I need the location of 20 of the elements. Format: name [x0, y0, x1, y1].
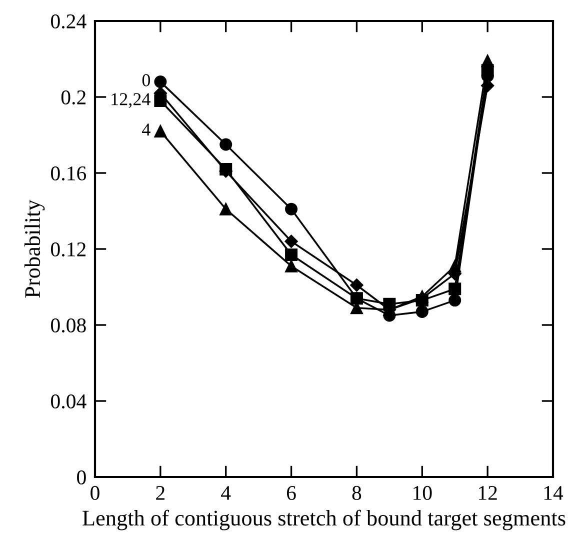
y-tick-label: 0.08 — [51, 318, 86, 333]
x-tick-label: 4 — [221, 486, 231, 500]
y-tick-label: 0.12 — [51, 242, 86, 257]
series-label: 4 — [142, 124, 150, 136]
x-tick-label: 10 — [414, 486, 432, 500]
x-tick-label: 14 — [544, 486, 564, 500]
x-axis-title: Length of contiguous stretch of bound target segments — [82, 510, 566, 530]
x-tick-label: 12 — [478, 486, 497, 500]
series-label: 0 — [142, 74, 150, 86]
series-label: 12,24 — [112, 93, 150, 108]
y-tick-label: 0.16 — [51, 166, 86, 181]
x-tick-label: 6 — [286, 486, 296, 500]
x-tick-label: 0 — [90, 486, 100, 500]
x-tick-label: 8 — [352, 486, 362, 500]
y-tick-label: 0.2 — [61, 90, 86, 105]
y-tick-label: 0 — [77, 470, 86, 484]
y-tick-label: 0.24 — [51, 14, 86, 29]
y-tick-label: 0.04 — [51, 394, 86, 409]
x-tick-label: 2 — [156, 486, 164, 500]
y-axis-title: Probability — [24, 200, 45, 298]
